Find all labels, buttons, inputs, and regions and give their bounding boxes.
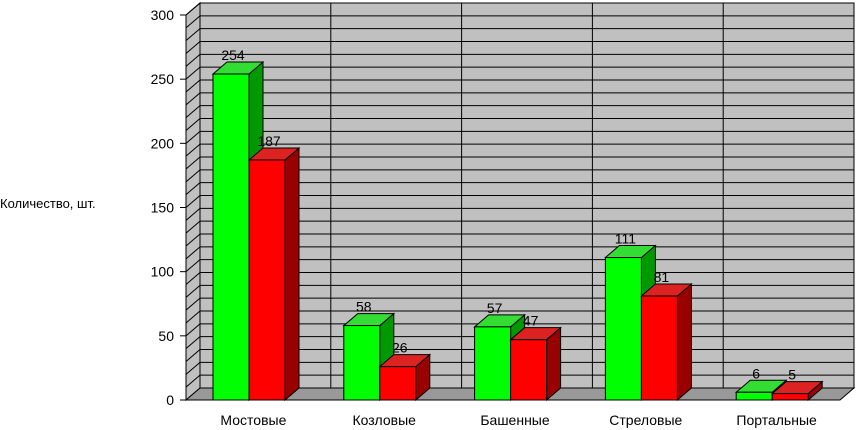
y-tick-label: 0 [166,392,174,408]
grid-line-side [185,233,201,247]
data-label: 254 [221,47,245,63]
bar-side [284,146,300,402]
data-label: 47 [523,313,539,329]
bar [771,393,809,401]
x-tick-label: Козловые [352,412,416,428]
grid-line-side [185,195,201,208]
data-label: 111 [615,231,636,247]
grid-line-side [185,105,201,119]
bar [248,159,286,401]
grid-line-side [185,53,201,67]
grid-line-side [185,246,201,260]
grid-line-side [185,41,201,54]
bar-side [676,282,692,402]
grid-line-side [185,220,201,234]
y-tick-label: 200 [151,135,175,151]
grid-line-side [185,169,201,183]
x-tick-label: Стреловые [609,412,682,428]
grid-line-side [185,156,201,170]
y-tick-label: 150 [151,200,175,216]
bar [735,391,773,401]
grid-line-side [185,92,201,106]
grid-line-side [185,323,201,337]
data-label: 57 [487,300,503,316]
grid-line-side [185,28,201,42]
y-tick-label: 300 [151,7,175,23]
y-tick-label: 100 [151,264,175,280]
grid-line-side [185,284,201,298]
grid-line-side [185,182,201,196]
y-tick-label: 50 [158,328,174,344]
grid-line-side [185,79,201,93]
bar [379,366,417,401]
data-label: 6 [752,365,760,381]
grid-line-side [185,207,201,221]
grid-line-side [185,143,201,157]
bar [343,325,381,401]
grid-line-side [185,349,201,362]
grid-line-side [185,272,201,285]
grid-line-side [185,118,201,131]
data-label: 5 [788,367,796,383]
grid-line-side [185,361,201,375]
data-label: 58 [356,299,372,315]
bar [474,326,512,401]
grid-line-side [185,310,201,324]
grid-line-side [185,259,201,273]
grid-line-side [185,2,201,16]
grid-line-side [185,130,201,144]
x-tick-label: Портальные [736,412,817,428]
grid-line-side [185,15,201,29]
data-label: 187 [257,133,281,149]
bar [510,339,548,401]
bar [604,257,642,401]
x-tick-label: Башенные [480,412,550,428]
grid-line-side [185,336,201,350]
grid-line-side [185,297,201,311]
data-label: 26 [392,340,408,356]
data-label: 81 [654,269,670,285]
grid-line-side [185,374,201,388]
grid-line-side [185,66,201,80]
x-tick-label: Мостовые [220,412,286,428]
bar [640,295,678,401]
bar [212,73,250,401]
y-axis-label: Количество, шт. [0,196,96,211]
y-tick-label: 250 [151,71,175,87]
